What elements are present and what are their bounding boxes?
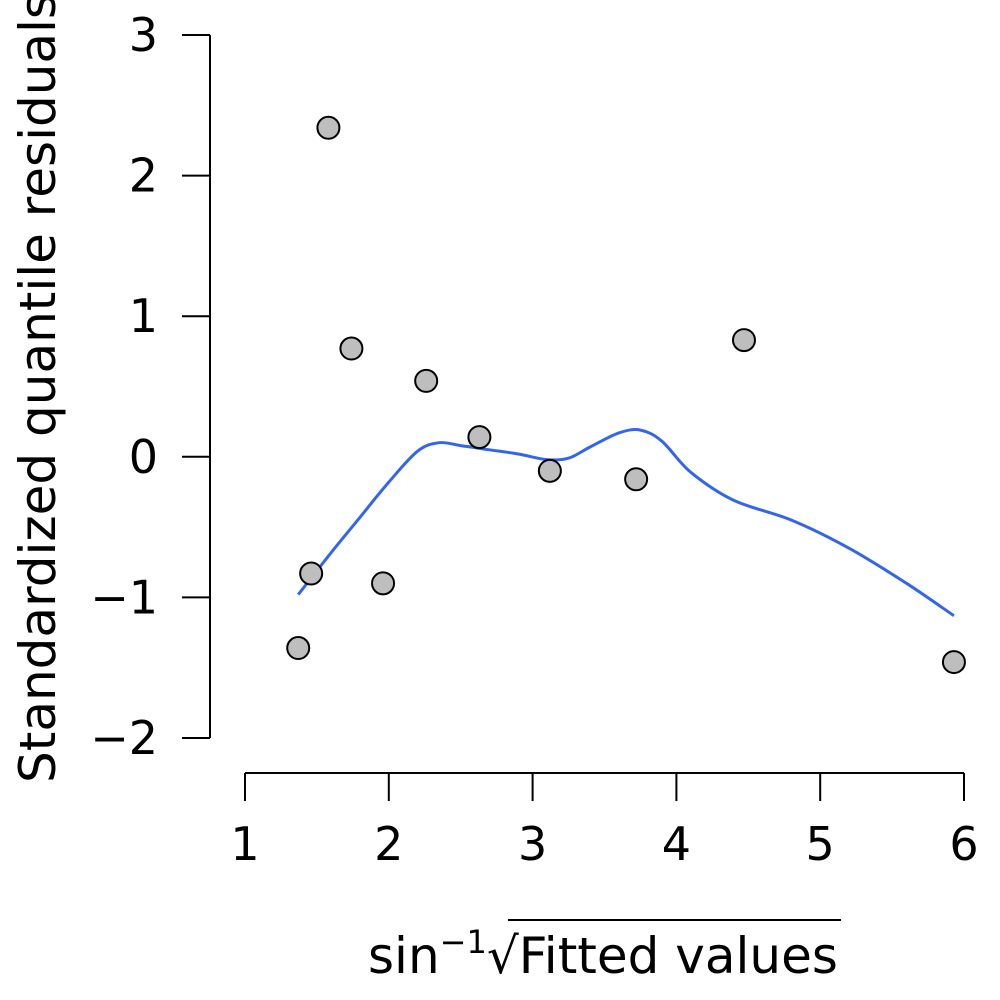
- data-point: [414, 368, 439, 393]
- y-tick-label: 1: [129, 289, 158, 343]
- data-point: [299, 561, 324, 586]
- data-layer: [286, 115, 966, 675]
- x-tick-label: 3: [518, 817, 547, 871]
- x-axis-title-radical: √: [487, 927, 519, 985]
- x-tick-label: 6: [949, 817, 978, 871]
- x-tick-label: 5: [806, 817, 835, 871]
- x-axis-title-superscript: −1: [440, 923, 487, 961]
- x-tick-label: 1: [230, 817, 259, 871]
- y-tick-label: 2: [129, 149, 158, 203]
- y-tick-label: 0: [129, 430, 158, 484]
- x-axis: 1 2 3 4 5 6: [230, 772, 979, 871]
- x-tick-label: 4: [662, 817, 691, 871]
- data-point: [467, 425, 492, 450]
- data-point: [731, 328, 756, 353]
- smooth-trend-line: [297, 428, 955, 617]
- x-axis-title-prefix: sin: [368, 927, 440, 985]
- x-tick-label: 2: [374, 817, 403, 871]
- data-point: [624, 467, 649, 492]
- y-axis-title: Standardized quantile residuals: [9, 0, 67, 783]
- data-point: [537, 458, 562, 483]
- data-point: [339, 336, 364, 361]
- data-point: [286, 636, 311, 661]
- data-point: [316, 115, 341, 140]
- x-axis-title: sin−1√Fitted values: [368, 923, 838, 985]
- y-axis: −2 −1 0 1 2 3: [90, 8, 211, 765]
- x-axis-title-radicand: Fitted values: [519, 927, 838, 985]
- data-point: [941, 650, 966, 675]
- y-tick-label: 3: [129, 8, 158, 62]
- y-tick-label: −2: [90, 711, 158, 765]
- y-tick-label: −1: [90, 570, 158, 624]
- data-point: [371, 571, 396, 596]
